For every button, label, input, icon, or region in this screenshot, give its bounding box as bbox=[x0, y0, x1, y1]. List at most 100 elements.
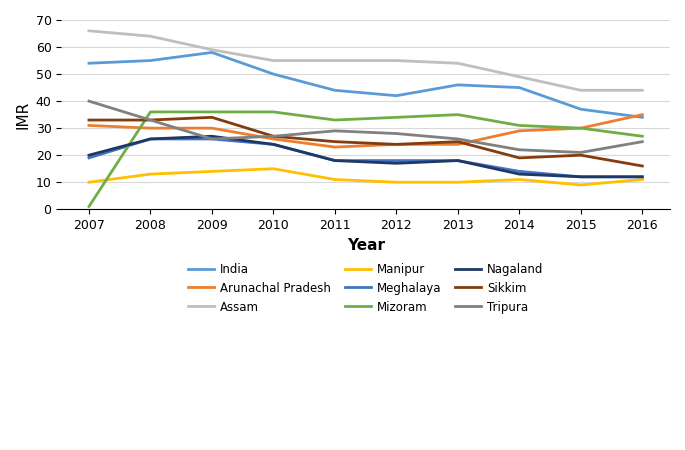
India bbox=[147, 58, 155, 63]
Meghalaya bbox=[331, 158, 339, 163]
Arunachal Pradesh bbox=[331, 144, 339, 150]
Meghalaya bbox=[453, 158, 462, 163]
Assam bbox=[577, 88, 585, 93]
Assam bbox=[208, 47, 216, 53]
Line: Arunachal Pradesh: Arunachal Pradesh bbox=[89, 115, 643, 147]
Assam bbox=[147, 33, 155, 39]
Line: India: India bbox=[89, 53, 643, 117]
Mizoram bbox=[577, 126, 585, 131]
Mizoram bbox=[331, 117, 339, 123]
Sikkim bbox=[269, 134, 277, 139]
Arunachal Pradesh bbox=[393, 142, 401, 147]
Line: Assam: Assam bbox=[89, 31, 643, 90]
Assam bbox=[269, 58, 277, 63]
Nagaland bbox=[331, 158, 339, 163]
Mizoram bbox=[453, 112, 462, 117]
Meghalaya bbox=[147, 136, 155, 142]
India bbox=[331, 88, 339, 93]
India bbox=[638, 115, 647, 120]
Mizoram bbox=[393, 115, 401, 120]
Tripura bbox=[331, 128, 339, 134]
Sikkim bbox=[331, 139, 339, 144]
Assam bbox=[85, 28, 93, 33]
Nagaland bbox=[453, 158, 462, 163]
India bbox=[208, 50, 216, 55]
Assam bbox=[393, 58, 401, 63]
Tripura bbox=[393, 131, 401, 136]
Line: Mizoram: Mizoram bbox=[89, 112, 643, 207]
Nagaland bbox=[515, 171, 523, 177]
Manipur bbox=[269, 166, 277, 171]
Arunachal Pradesh bbox=[85, 123, 93, 128]
Tripura bbox=[208, 136, 216, 142]
Arunachal Pradesh bbox=[638, 112, 647, 117]
Manipur bbox=[638, 177, 647, 182]
Y-axis label: IMR: IMR bbox=[15, 100, 30, 129]
Meghalaya bbox=[577, 174, 585, 180]
Assam bbox=[515, 74, 523, 80]
Nagaland bbox=[638, 174, 647, 180]
Arunachal Pradesh bbox=[577, 126, 585, 131]
Sikkim bbox=[208, 115, 216, 120]
Line: Meghalaya: Meghalaya bbox=[89, 139, 643, 177]
Manipur bbox=[208, 169, 216, 174]
Sikkim bbox=[638, 163, 647, 169]
Meghalaya bbox=[85, 155, 93, 161]
X-axis label: Year: Year bbox=[347, 238, 385, 252]
Assam bbox=[331, 58, 339, 63]
Nagaland bbox=[208, 134, 216, 139]
India bbox=[515, 85, 523, 90]
Meghalaya bbox=[638, 174, 647, 180]
Nagaland bbox=[147, 136, 155, 142]
Manipur bbox=[577, 182, 585, 188]
Meghalaya bbox=[269, 142, 277, 147]
Sikkim bbox=[453, 139, 462, 144]
Nagaland bbox=[577, 174, 585, 180]
Line: Nagaland: Nagaland bbox=[89, 136, 643, 177]
Mizoram bbox=[638, 134, 647, 139]
India bbox=[269, 72, 277, 77]
Legend: India, Arunachal Pradesh, Assam, Manipur, Meghalaya, Mizoram, Nagaland, Sikkim, : India, Arunachal Pradesh, Assam, Manipur… bbox=[182, 257, 549, 320]
Arunachal Pradesh bbox=[208, 126, 216, 131]
Tripura bbox=[269, 134, 277, 139]
Nagaland bbox=[393, 161, 401, 166]
Mizoram bbox=[147, 109, 155, 115]
India bbox=[577, 107, 585, 112]
Manipur bbox=[85, 180, 93, 185]
Tripura bbox=[85, 99, 93, 104]
Sikkim bbox=[393, 142, 401, 147]
Tripura bbox=[577, 150, 585, 155]
Mizoram bbox=[208, 109, 216, 115]
Meghalaya bbox=[208, 136, 216, 142]
Arunachal Pradesh bbox=[269, 136, 277, 142]
Tripura bbox=[515, 147, 523, 153]
India bbox=[393, 93, 401, 99]
Line: Tripura: Tripura bbox=[89, 101, 643, 153]
Sikkim bbox=[85, 117, 93, 123]
Meghalaya bbox=[515, 169, 523, 174]
Sikkim bbox=[147, 117, 155, 123]
Manipur bbox=[147, 171, 155, 177]
Sikkim bbox=[515, 155, 523, 161]
Mizoram bbox=[515, 123, 523, 128]
Meghalaya bbox=[393, 158, 401, 163]
Nagaland bbox=[85, 153, 93, 158]
Arunachal Pradesh bbox=[453, 142, 462, 147]
Mizoram bbox=[269, 109, 277, 115]
Nagaland bbox=[269, 142, 277, 147]
Arunachal Pradesh bbox=[515, 128, 523, 134]
Assam bbox=[453, 61, 462, 66]
Line: Sikkim: Sikkim bbox=[89, 117, 643, 166]
India bbox=[85, 61, 93, 66]
Manipur bbox=[515, 177, 523, 182]
Tripura bbox=[147, 117, 155, 123]
Mizoram bbox=[85, 204, 93, 209]
Manipur bbox=[453, 180, 462, 185]
Manipur bbox=[393, 180, 401, 185]
Arunachal Pradesh bbox=[147, 126, 155, 131]
Tripura bbox=[638, 139, 647, 144]
Assam bbox=[638, 88, 647, 93]
Tripura bbox=[453, 136, 462, 142]
Sikkim bbox=[577, 153, 585, 158]
Line: Manipur: Manipur bbox=[89, 169, 643, 185]
